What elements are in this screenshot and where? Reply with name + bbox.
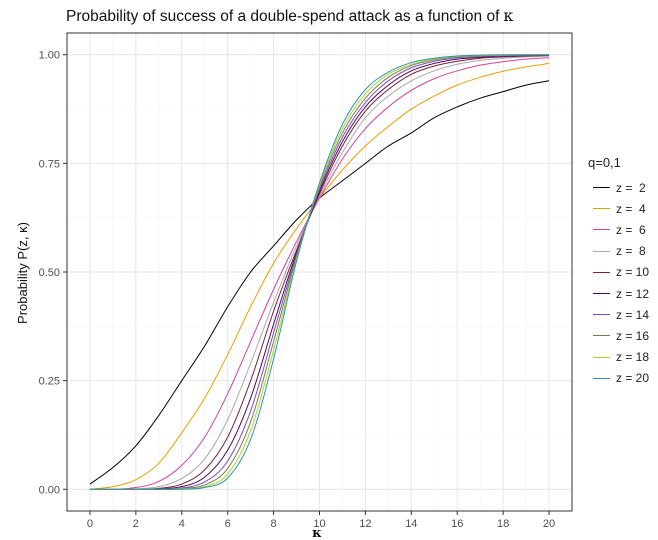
series-line [89, 57, 550, 490]
legend-label: z = 6 [616, 222, 646, 237]
legend-items: z = 2 z = 4 z = 6 z = 8 z = 10 z = 12 z = 14 z … [588, 177, 649, 389]
legend-item: z = 20 [588, 368, 649, 389]
x-tick-label: 10 [313, 518, 325, 530]
x-tick-label: 4 [179, 518, 185, 530]
y-tick-label: 0.75 [39, 158, 60, 170]
chart-title-symbol: κ [503, 6, 514, 25]
legend-label: z = 8 [616, 244, 646, 259]
legend-swatch [593, 229, 610, 231]
x-tick-label: 16 [451, 518, 463, 530]
x-axis-label: κ [312, 526, 322, 540]
legend-item: z = 18 [588, 347, 649, 368]
legend-swatch [593, 335, 610, 337]
x-tick-label: 20 [543, 518, 555, 530]
legend-item: z = 10 [588, 262, 649, 283]
y-tick-label: 0.00 [39, 484, 60, 496]
legend-label: z = 20 [616, 371, 650, 386]
y-tick-label: 0.25 [39, 376, 60, 388]
legend-swatch [593, 377, 610, 379]
grid-layer [66, 33, 573, 511]
x-tick-label: 8 [271, 518, 277, 530]
legend-title: q=0,1 [588, 155, 621, 170]
legend-label: z = 18 [616, 350, 650, 365]
legend-swatch [593, 356, 610, 358]
legend-item: z = 14 [588, 304, 649, 325]
legend-swatch [593, 271, 610, 273]
axis-layer: 0 2 4 6 8 10 12 14 16 18 20 0.00 0.25 0.50 0.75 1.00 [39, 50, 556, 530]
legend-swatch [593, 314, 610, 316]
x-tick-label: 6 [225, 518, 231, 530]
legend-item: z = 8 [588, 241, 649, 262]
legend-item: z = 4 [588, 198, 649, 219]
series-layer [89, 54, 550, 490]
legend-label: z = 16 [616, 328, 650, 343]
chart-title-text: Probability of success of a double-spend… [66, 8, 500, 25]
legend-swatch [593, 250, 610, 252]
x-tick-label: 12 [359, 518, 371, 530]
legend-item: z = 16 [588, 325, 649, 346]
y-axis-label: Probability P(z, κ) [15, 222, 30, 324]
series-line [89, 55, 550, 490]
legend-swatch [593, 187, 610, 189]
legend-swatch [593, 293, 610, 295]
legend-label: z = 10 [616, 265, 650, 280]
legend-item: z = 12 [588, 283, 649, 304]
x-tick-label: 2 [133, 518, 139, 530]
legend-label: z = 12 [616, 286, 650, 301]
legend-swatch [593, 208, 610, 210]
series-line [89, 55, 550, 490]
legend-item: z = 6 [588, 219, 649, 240]
x-tick-label: 18 [497, 518, 509, 530]
chart-title: Probability of success of a double-spend… [66, 6, 513, 26]
legend-label: z = 14 [616, 307, 650, 322]
legend-label: z = 2 [616, 180, 646, 195]
x-tick-label: 14 [405, 518, 417, 530]
series-line [89, 54, 550, 490]
y-tick-label: 0.50 [39, 267, 60, 279]
legend-label: z = 4 [616, 201, 646, 216]
series-line [89, 54, 550, 490]
x-tick-label: 0 [87, 518, 93, 530]
y-tick-label: 1.00 [39, 50, 60, 62]
legend-item: z = 2 [588, 177, 649, 198]
